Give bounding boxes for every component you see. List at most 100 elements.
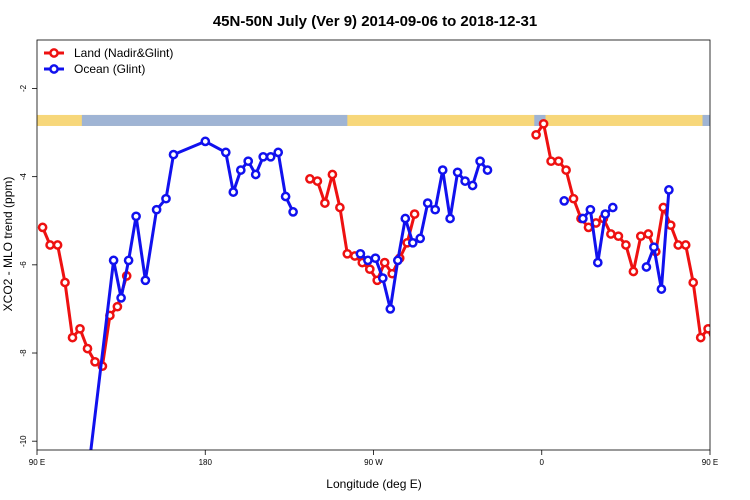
series-1-point-1-5 — [392, 255, 403, 266]
series-0-point-0-3 — [60, 277, 70, 288]
series-1-point-4-3 — [664, 185, 674, 195]
plot-series — [37, 118, 750, 450]
series-1-point-3-4 — [607, 202, 618, 213]
chart-title: 45N-50N July (Ver 9) 2014-09-06 to 2018-… — [213, 13, 537, 30]
series-1-point-1-10 — [430, 204, 441, 215]
x-tick-label-3: 0 — [540, 458, 545, 467]
series-0 — [37, 118, 749, 372]
series-0-point-1-2 — [320, 198, 330, 208]
series-1-point-0-18 — [280, 191, 291, 202]
series-1-point-0-13 — [243, 156, 254, 167]
x-axis-label: Longitude (deg E) — [326, 477, 421, 491]
series-0-point-0-4 — [67, 332, 78, 343]
series-0-point-2-14 — [635, 231, 646, 242]
series-1-point-1-2 — [370, 253, 381, 264]
series-0-point-2-26 — [727, 363, 734, 370]
series-0-point-2-21 — [688, 277, 699, 288]
series-1-point-3-0 — [578, 213, 588, 224]
series-1-point-0-15 — [258, 151, 269, 162]
series-1-point-1-9 — [422, 198, 433, 208]
series-0-point-2-25 — [720, 358, 727, 365]
x-tick-label-2: 90 W — [364, 458, 383, 467]
series-1-point-1-0 — [355, 248, 366, 259]
series-0-point-1-0 — [305, 174, 315, 184]
series-0-point-2-20 — [680, 240, 691, 250]
plot-frame — [36, 39, 711, 451]
series-0-point-2-15 — [643, 229, 654, 239]
series-1-point-4-1 — [649, 242, 659, 253]
x-axis: 90 E 180 90 W 0 90 E — [29, 450, 718, 467]
series-1-point-0-17 — [273, 147, 284, 158]
series-1-point-0-16 — [265, 151, 276, 162]
series-1-point-0-19 — [288, 207, 298, 217]
series-1-point-1-15 — [467, 180, 478, 191]
series-1-point-5-1 — [742, 294, 749, 301]
series-0-point-2-1 — [538, 118, 549, 129]
series-1-point-0-4 — [131, 211, 141, 222]
series-1-point-0-6 — [151, 204, 162, 215]
y-axis: -2 -4 -6 -8 -10 — [19, 84, 37, 447]
series-1-point-1-14 — [460, 176, 470, 186]
series-1-point-0-10 — [220, 147, 231, 158]
series-0-point-0-1 — [45, 240, 55, 250]
series-0-point-2-11 — [613, 231, 624, 242]
y-tick-label-0: -2 — [19, 84, 28, 92]
series-0-point-0-7 — [90, 356, 100, 367]
series-1-point-1-8 — [415, 233, 426, 244]
series-1-point-0-3 — [123, 255, 134, 266]
x-tick-label-1: 180 — [199, 458, 213, 467]
legend-marker-land — [49, 48, 59, 58]
x-tick-label-0: 90 E — [29, 458, 45, 467]
series-0-point-2-10 — [606, 229, 616, 239]
series-0-point-2-28 — [742, 303, 749, 310]
series-0-point-1-10 — [379, 257, 390, 268]
series-0-point-2-24 — [712, 345, 719, 352]
series-1-point-0-11 — [228, 187, 239, 197]
map-band-land — [37, 114, 710, 126]
series-0-point-2-4 — [561, 165, 571, 175]
series-0-point-2-12 — [621, 240, 631, 250]
series-0-point-0-10 — [112, 301, 123, 312]
map-band-ocean-0 — [81, 114, 348, 126]
series-1-point-1-7 — [407, 237, 418, 248]
series-1-point-1-13 — [452, 167, 463, 178]
series-0-point-1-14 — [409, 209, 420, 219]
series-0-line-2 — [534, 122, 710, 340]
legend-label-ocean: Ocean (Glint) — [74, 62, 145, 76]
series-0-point-1-1 — [312, 176, 323, 186]
series-0-point-2-19 — [673, 240, 684, 250]
map-band-ocean-2 — [702, 114, 710, 126]
y-tick-label-3: -8 — [19, 349, 28, 357]
series-1-point-5-0 — [734, 257, 741, 264]
series-1-point-3-3 — [600, 209, 611, 219]
series-1-point-0-9 — [200, 136, 211, 147]
series-0-point-1-4 — [335, 202, 345, 213]
y-tick-label-2: -6 — [19, 261, 28, 269]
series-1-point-1-6 — [400, 213, 411, 224]
series-1 — [89, 136, 750, 450]
series-1-point-0-14 — [250, 169, 261, 180]
series-1-point-1-3 — [377, 273, 388, 283]
series-1-point-0-1 — [108, 255, 119, 266]
series-0-point-2-22 — [695, 332, 706, 343]
series-0-point-0-0 — [37, 222, 48, 233]
series-0-point-0-2 — [52, 240, 63, 250]
y-axis-label: XCO2 - MLO trend (ppm) — [1, 177, 15, 312]
legend: Land (Nadir&Glint) Ocean (Glint) — [44, 46, 173, 76]
series-0-point-0-6 — [82, 343, 93, 354]
series-1-point-3-1 — [585, 204, 596, 215]
series-1-point-0-5 — [140, 275, 151, 286]
map-band — [37, 114, 710, 126]
series-1-point-0-8 — [168, 149, 179, 160]
series-0-point-2-3 — [553, 156, 564, 167]
series-0-point-2-13 — [628, 266, 639, 277]
series-1-line-5 — [738, 155, 750, 298]
series-0-point-2-5 — [568, 193, 579, 204]
series-0-point-2-23 — [703, 323, 710, 334]
series-1-point-1-4 — [385, 304, 396, 314]
series-1-point-1-16 — [475, 156, 485, 167]
series-1-point-1-1 — [363, 255, 373, 266]
y-tick-label-4: -10 — [19, 435, 28, 447]
series-0-point-2-0 — [531, 129, 541, 140]
